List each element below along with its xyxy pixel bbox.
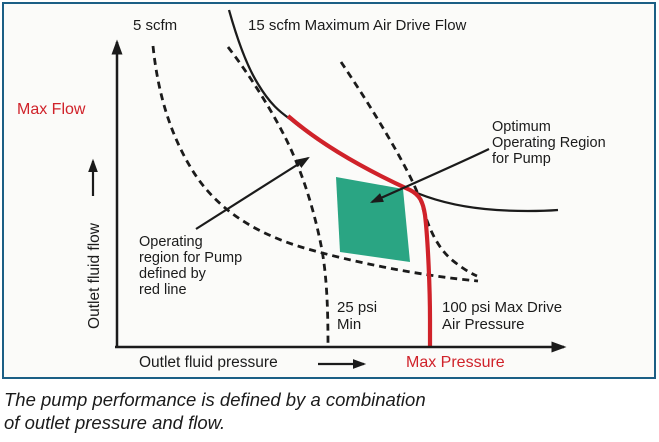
figure-caption: The pump performance is defined by a com… [4,388,426,434]
annotation-line: Air Pressure [442,315,525,333]
x-axis-label: Outlet fluid pressure [139,354,278,371]
optimum-region-pointer-arrow [369,148,490,204]
annotation-line: for Pump [492,151,551,167]
label-5-scfm: 5 scfm [133,17,178,34]
operating-region-pointer-arrow [195,156,310,230]
optimum-operating-region-shape [336,177,410,262]
annotation-line: Optimum [492,119,551,135]
annotation-25-psi-min: 25 psi Min [337,299,378,333]
dashed-25psi-min-curve [226,46,330,348]
caption-line: of outlet pressure and flow. [4,412,226,433]
annotation-line: 100 psi Max Drive [442,299,563,316]
annotation-100-psi-max-drive: 100 psi Max Drive Air Pressure [442,299,563,333]
dashed-5scfm-curve [151,45,479,283]
annotation-line: Operating [139,234,203,250]
annotation-line: Min [337,315,362,333]
dashed-15scfm-curve [339,61,478,278]
annotation-line: region for Pump [139,250,243,266]
label-15-scfm-max-air-drive-flow: 15 scfm Maximum Air Drive Flow [248,17,467,34]
caption-line: The pump performance is defined by a com… [4,389,426,410]
label-max-flow: Max Flow [17,101,86,118]
label-max-pressure: Max Pressure [406,354,505,371]
annotation-optimum-operating-region: Optimum Operating Region for Pump [492,119,606,167]
annotation-operating-region-red-line: Operating region for Pump defined by red… [139,234,242,298]
annotation-line: Operating Region [492,135,606,151]
y-axis-label: Outlet fluid flow [86,223,103,329]
red-performance-limit-curve [286,114,433,347]
annotation-line: red line [139,282,187,298]
annotation-line: 25 psi [337,299,378,316]
annotation-line: defined by [139,266,206,282]
